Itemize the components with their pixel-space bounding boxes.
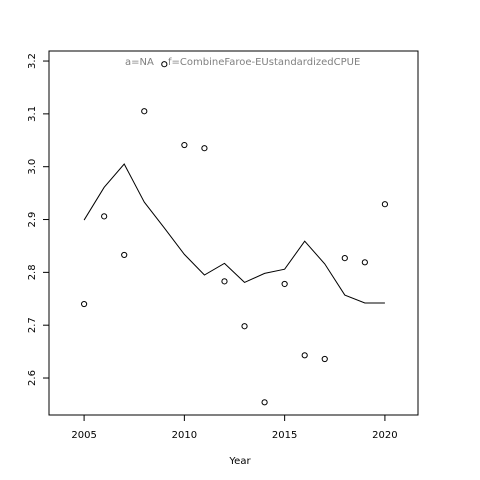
data-point	[281, 280, 288, 288]
x-tick-label: 2015	[272, 430, 297, 441]
data-point	[80, 300, 88, 308]
data-point	[101, 213, 108, 220]
data-point	[121, 251, 128, 259]
y-tick-label: 2.6	[27, 370, 38, 386]
y-tick-label: 2.8	[27, 264, 38, 280]
data-point	[181, 141, 188, 149]
data-point	[261, 399, 268, 406]
plot-frame	[48, 50, 419, 416]
y-tick-label: 3.0	[27, 159, 38, 175]
data-point	[221, 278, 228, 285]
annotation: f=CombineFaroe-EUstandardizedCPUE	[168, 57, 360, 68]
data-point	[241, 323, 248, 330]
x-tick-label: 2020	[372, 430, 397, 441]
y-tick-label: 2.9	[27, 212, 38, 228]
x-tick-label: 2010	[172, 430, 197, 441]
annotation: a=NA	[125, 57, 154, 68]
data-point	[201, 145, 208, 152]
y-tick-label: 3.2	[27, 53, 38, 69]
data-point	[341, 254, 348, 262]
data-line	[83, 163, 385, 304]
y-tick-label: 2.7	[27, 317, 38, 333]
data-point	[141, 108, 148, 115]
x-tick-label: 2005	[71, 430, 96, 441]
data-point	[381, 201, 389, 208]
y-tick-label: 3.1	[27, 106, 38, 122]
data-point	[161, 61, 168, 68]
data-point	[321, 355, 328, 363]
data-point	[361, 259, 368, 266]
data-point	[301, 352, 308, 359]
x-axis-title: Year	[228, 456, 251, 467]
